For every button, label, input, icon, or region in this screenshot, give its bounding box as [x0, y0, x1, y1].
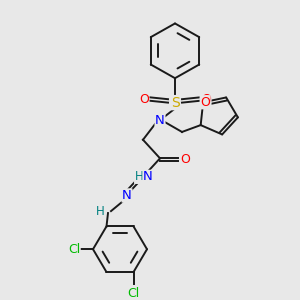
Text: Cl: Cl [68, 243, 80, 256]
Text: H: H [96, 205, 104, 218]
Text: S: S [171, 96, 179, 110]
Text: N: N [155, 114, 165, 127]
Text: O: O [200, 96, 210, 109]
Text: H: H [135, 170, 143, 183]
Text: N: N [143, 170, 153, 183]
Text: O: O [139, 93, 149, 106]
Text: O: O [180, 153, 190, 166]
Text: Cl: Cl [128, 287, 140, 300]
Text: N: N [122, 189, 132, 202]
Text: O: O [201, 93, 211, 106]
